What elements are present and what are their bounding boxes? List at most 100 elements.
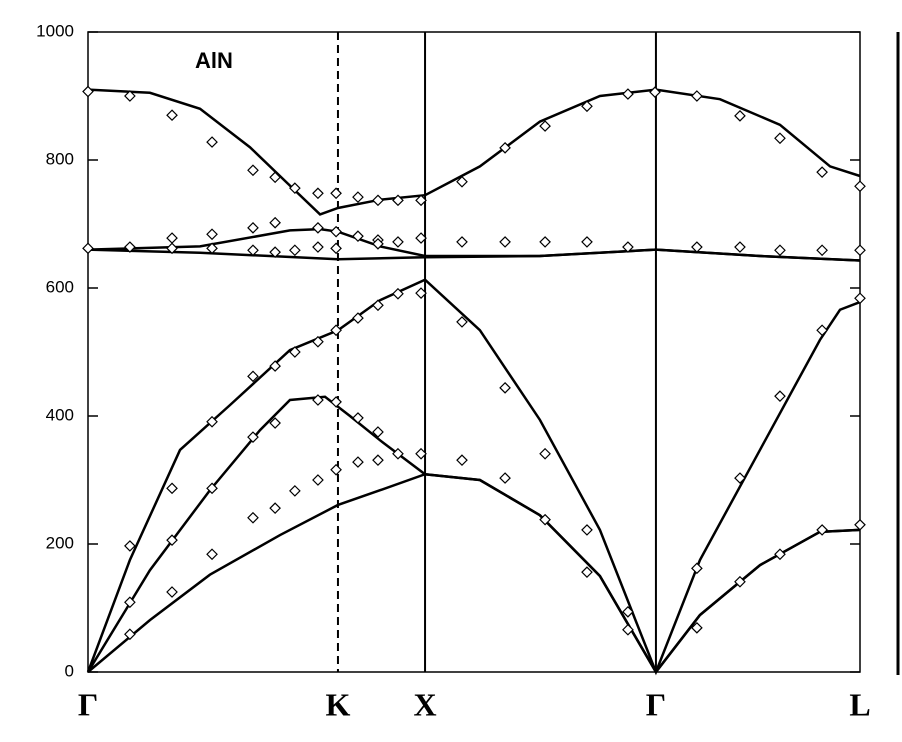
dispersion-line bbox=[87, 227, 861, 262]
data-point bbox=[622, 241, 634, 253]
data-point bbox=[774, 244, 786, 257]
data-point bbox=[622, 605, 634, 618]
data-point bbox=[539, 447, 551, 460]
data-point bbox=[289, 182, 301, 195]
data-point bbox=[816, 244, 828, 257]
data-point bbox=[166, 232, 178, 244]
data-point bbox=[206, 228, 218, 241]
data-point bbox=[392, 194, 404, 207]
data-point bbox=[581, 236, 593, 248]
data-point bbox=[330, 225, 342, 238]
data-point bbox=[581, 524, 593, 536]
data-point bbox=[854, 518, 866, 531]
data-point bbox=[247, 370, 259, 383]
data-point bbox=[691, 562, 703, 575]
data-point bbox=[622, 88, 634, 100]
data-point bbox=[269, 171, 281, 184]
data-point bbox=[774, 390, 786, 403]
data-point bbox=[392, 236, 404, 248]
data-point bbox=[312, 394, 324, 406]
annotation: AlN bbox=[195, 48, 233, 73]
x-tick-label: L bbox=[849, 686, 870, 722]
data-point bbox=[415, 287, 427, 299]
data-point bbox=[269, 360, 281, 372]
data-point bbox=[854, 292, 866, 305]
data-point bbox=[854, 180, 866, 193]
data-point bbox=[854, 244, 866, 257]
y-tick-label: 400 bbox=[46, 405, 74, 424]
data-point bbox=[269, 417, 281, 429]
data-point bbox=[330, 396, 342, 408]
data-point bbox=[247, 164, 259, 177]
data-point bbox=[774, 132, 786, 145]
data-point bbox=[247, 431, 259, 443]
dispersion-line bbox=[87, 472, 861, 675]
data-point bbox=[581, 566, 593, 579]
data-point bbox=[392, 447, 404, 460]
data-point bbox=[816, 524, 828, 536]
data-point bbox=[734, 109, 746, 122]
data-point bbox=[247, 244, 259, 257]
data-point bbox=[166, 482, 178, 495]
data-point bbox=[166, 242, 178, 255]
data-point bbox=[206, 415, 218, 428]
data-point bbox=[415, 194, 427, 207]
data-point bbox=[816, 166, 828, 179]
data-point bbox=[691, 241, 703, 253]
data-point bbox=[206, 136, 218, 148]
data-point bbox=[312, 474, 324, 486]
dispersion-line bbox=[86, 395, 861, 675]
data-point bbox=[247, 511, 259, 524]
data-point bbox=[734, 241, 746, 253]
data-point bbox=[392, 287, 404, 300]
data-point bbox=[82, 242, 94, 255]
data-point bbox=[372, 454, 384, 467]
data-point bbox=[539, 120, 551, 132]
plot-frame bbox=[87, 31, 861, 673]
data-point bbox=[456, 236, 468, 248]
data-point bbox=[456, 316, 468, 328]
data-point bbox=[82, 85, 94, 98]
data-point bbox=[124, 540, 136, 552]
y-tick-label: 0 bbox=[65, 661, 74, 680]
data-point bbox=[312, 187, 324, 200]
data-point bbox=[456, 175, 468, 188]
data-point bbox=[456, 454, 468, 467]
data-point bbox=[289, 346, 301, 358]
data-point bbox=[622, 623, 634, 636]
data-point bbox=[330, 187, 342, 200]
y-tick-label: 800 bbox=[46, 149, 74, 168]
data-point bbox=[372, 194, 384, 207]
data-point bbox=[124, 596, 136, 609]
data-point bbox=[499, 472, 511, 484]
data-point bbox=[539, 236, 551, 248]
data-point bbox=[312, 221, 324, 234]
data-point bbox=[691, 90, 703, 102]
data-point bbox=[206, 242, 218, 255]
data-point bbox=[124, 241, 136, 253]
x-tick-label: X bbox=[413, 686, 436, 722]
data-point bbox=[247, 221, 259, 234]
data-point bbox=[206, 482, 218, 495]
data-point bbox=[774, 548, 786, 561]
data-point bbox=[372, 237, 384, 250]
data-point bbox=[649, 86, 661, 99]
data-point bbox=[581, 100, 593, 113]
data-point bbox=[372, 426, 384, 438]
data-point bbox=[206, 548, 218, 561]
data-point bbox=[312, 335, 324, 348]
data-point bbox=[312, 241, 324, 253]
dispersion-line bbox=[86, 278, 861, 676]
data-point bbox=[734, 472, 746, 484]
data-point bbox=[539, 513, 551, 526]
data-point bbox=[352, 456, 364, 468]
data-point bbox=[330, 324, 342, 337]
data-point bbox=[415, 232, 427, 244]
data-point bbox=[330, 242, 342, 255]
data-point bbox=[734, 575, 746, 588]
dispersion-line bbox=[87, 88, 861, 216]
data-point bbox=[269, 216, 281, 229]
data-point bbox=[691, 621, 703, 634]
data-point bbox=[816, 324, 828, 337]
data-point bbox=[269, 246, 281, 259]
